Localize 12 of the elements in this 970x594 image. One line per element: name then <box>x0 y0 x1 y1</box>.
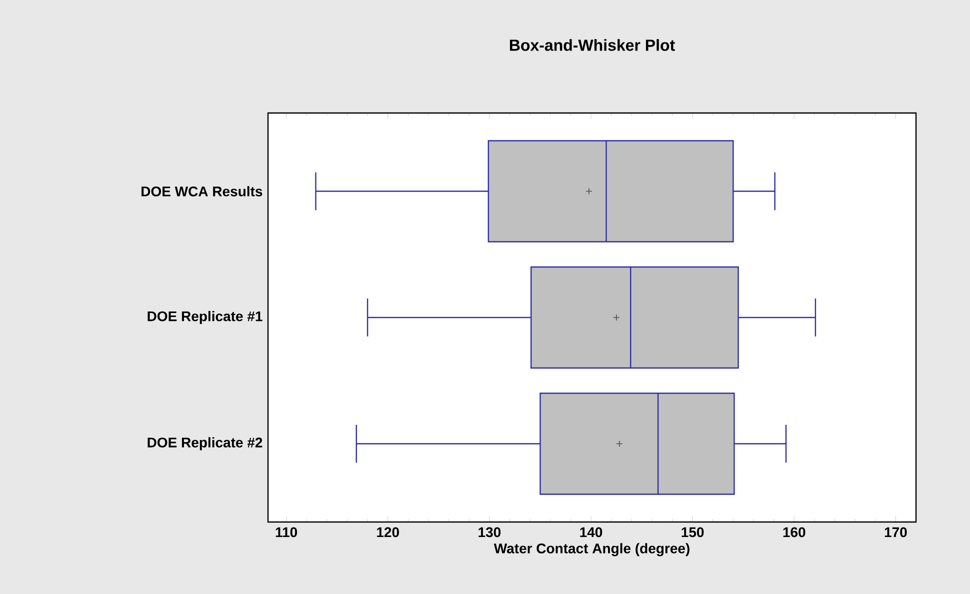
x-tick-label: 120 <box>377 527 399 538</box>
x-tick-label: 150 <box>682 527 704 538</box>
x-tick-label: 140 <box>580 527 602 538</box>
x-tick-label: 170 <box>884 527 907 538</box>
x-tick-label: 160 <box>783 527 806 538</box>
y-tick-label: DOE Replicate #1 <box>148 310 262 324</box>
x-tick-label: 130 <box>478 527 501 538</box>
x-tick-label: 110 <box>276 527 298 538</box>
y-tick-label: DOE WCA Results <box>142 186 262 196</box>
chart-title: Box-and-Whisker Plot <box>510 39 675 51</box>
x-axis-title: Water Contact Angle (degree) <box>494 543 690 556</box>
y-tick-label: DOE Replicate #2 <box>148 437 262 450</box>
